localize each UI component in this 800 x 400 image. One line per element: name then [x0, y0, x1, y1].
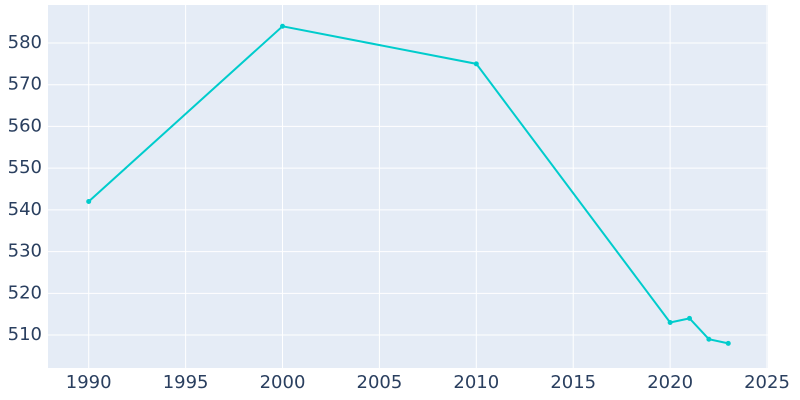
y-tick-label: 540 — [8, 199, 42, 220]
x-tick-label: 1995 — [163, 372, 209, 393]
y-tick-label: 520 — [8, 282, 42, 303]
y-tick-label: 510 — [8, 324, 42, 345]
y-tick-label: 560 — [8, 115, 42, 136]
marker — [706, 336, 712, 342]
y-tick-label: 580 — [8, 32, 42, 53]
marker — [280, 23, 286, 29]
y-tick-label: 550 — [8, 157, 42, 178]
y-tick-label: 570 — [8, 74, 42, 95]
marker — [725, 340, 731, 346]
x-tick-label: 2010 — [453, 372, 499, 393]
marker — [473, 61, 479, 67]
x-tick-label: 2025 — [744, 372, 790, 393]
marker — [667, 320, 673, 326]
x-tick-label: 2020 — [647, 372, 693, 393]
marker — [86, 199, 92, 205]
x-tick-label: 2005 — [357, 372, 403, 393]
y-tick-label: 530 — [8, 241, 42, 262]
x-tick-label: 2000 — [260, 372, 306, 393]
x-tick-label: 2015 — [550, 372, 596, 393]
marker — [687, 315, 693, 321]
plot-area — [48, 5, 768, 368]
x-tick-label: 1990 — [66, 372, 112, 393]
